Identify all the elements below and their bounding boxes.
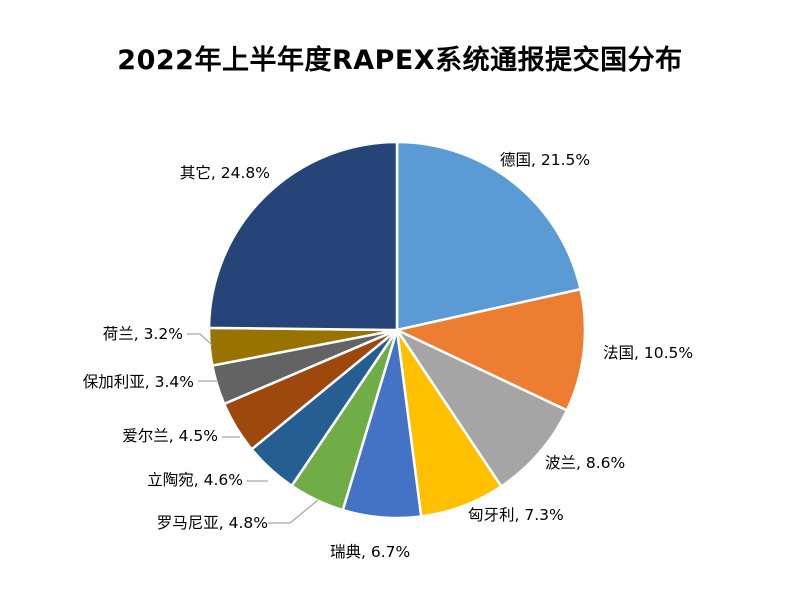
pie-slice-1 xyxy=(395,140,583,332)
data-label-2: 法国, 10.5% xyxy=(603,344,693,362)
data-label-9: 保加利亚, 3.4% xyxy=(83,373,194,391)
pie-slice-11 xyxy=(207,140,399,332)
data-label-1: 德国, 21.5% xyxy=(500,151,590,169)
data-label-10: 荷兰, 3.2% xyxy=(103,325,183,343)
chart-title: 2022年上半年度RAPEX系统通报提交国分布 xyxy=(117,45,683,76)
data-label-3: 波兰, 8.6% xyxy=(545,454,625,472)
pie-slice-2 xyxy=(393,287,587,413)
data-label-6: 罗马尼亚, 4.8% xyxy=(157,514,268,532)
data-label-8: 爱尔兰, 4.5% xyxy=(122,427,218,445)
data-label-11: 其它, 24.8% xyxy=(180,164,270,182)
pie-slice-3 xyxy=(393,326,569,489)
data-label-7: 立陶宛, 4.6% xyxy=(147,471,243,489)
data-label-4: 匈牙利, 7.3% xyxy=(468,506,564,524)
leader-line-6 xyxy=(268,499,319,524)
data-label-5: 瑞典, 6.7% xyxy=(330,543,410,561)
leader-line-10 xyxy=(187,333,213,346)
